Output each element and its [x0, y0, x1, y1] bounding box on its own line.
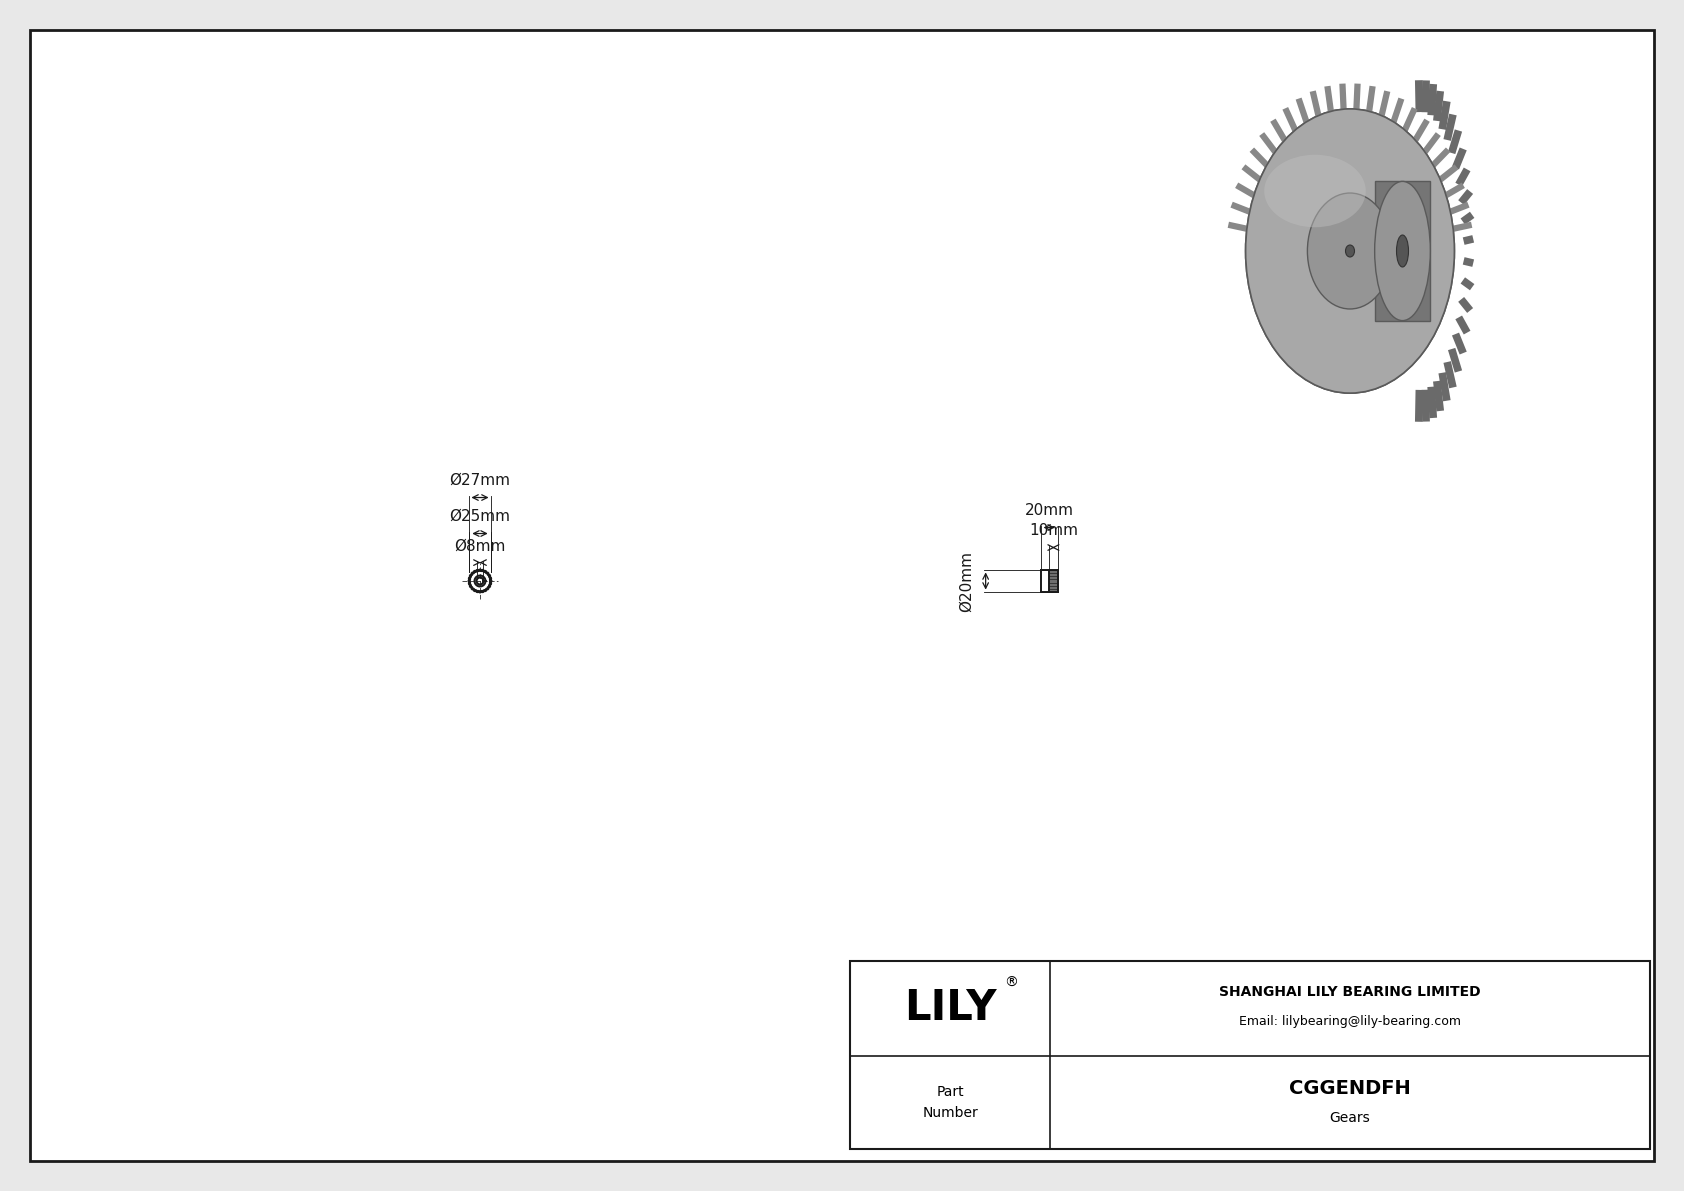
Ellipse shape [1246, 108, 1455, 393]
Text: 10mm: 10mm [1029, 523, 1078, 537]
Text: Email: lilybearing@lily-bearing.com: Email: lilybearing@lily-bearing.com [1239, 1015, 1462, 1028]
Text: ®: ® [1004, 975, 1017, 990]
Text: Part
Number: Part Number [923, 1085, 978, 1120]
Ellipse shape [1265, 155, 1366, 227]
Ellipse shape [1396, 235, 1408, 267]
Ellipse shape [1307, 193, 1393, 308]
Text: Ø25mm: Ø25mm [450, 509, 510, 524]
Ellipse shape [1374, 181, 1430, 320]
Ellipse shape [1346, 245, 1354, 257]
Text: Ø27mm: Ø27mm [450, 473, 510, 487]
FancyBboxPatch shape [1376, 181, 1430, 320]
Ellipse shape [1246, 108, 1455, 393]
Text: 20mm: 20mm [1024, 503, 1074, 518]
Text: Ø8mm: Ø8mm [455, 538, 505, 554]
Text: CGGENDFH: CGGENDFH [1290, 1079, 1411, 1098]
Text: Ø20mm: Ø20mm [958, 550, 973, 611]
Text: LILY: LILY [904, 987, 997, 1029]
Text: SHANGHAI LILY BEARING LIMITED: SHANGHAI LILY BEARING LIMITED [1219, 985, 1480, 998]
Bar [850, 961, 1650, 1149]
Text: Gears: Gears [1330, 1110, 1371, 1124]
